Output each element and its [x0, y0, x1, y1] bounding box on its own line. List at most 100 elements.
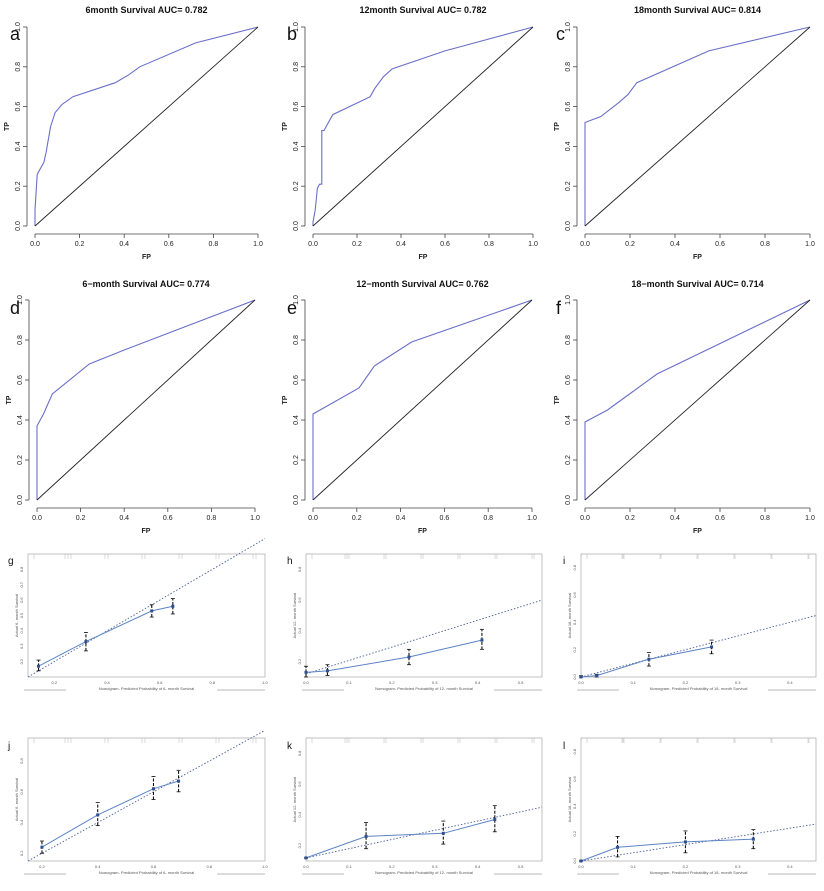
x-tick-label: 1.0 [262, 864, 268, 869]
x-tick-label: 0.2 [52, 680, 58, 685]
x-tick-label: 1.0 [527, 515, 537, 522]
x-axis-label: FP [142, 528, 151, 535]
x-axis-label: FP [142, 254, 151, 261]
panel-letter: h [287, 556, 293, 567]
roc-curve [312, 26, 534, 226]
roc-curve [34, 26, 259, 226]
y-tick-label: 0.8 [19, 758, 24, 764]
x-tick-label: 1.0 [262, 680, 268, 685]
y-axis-label: TP [282, 395, 289, 404]
x-tick-label: 0.6 [440, 515, 450, 522]
x-tick-label: 0.4 [119, 241, 129, 248]
x-tick-label: 0.4 [396, 241, 406, 248]
x-tick-label: 0.6 [164, 241, 174, 248]
calibration-point [304, 856, 308, 860]
plot-frame [580, 737, 817, 862]
y-tick-label: 0.0 [293, 221, 300, 231]
calibration-point [480, 638, 484, 642]
y-tick-label: 0.2 [15, 181, 22, 191]
y-tick-label: 0.4 [19, 627, 24, 633]
chart-title: 12−month Survival AUC= 0.762 [356, 279, 488, 289]
x-tick-label: 0.3 [735, 864, 741, 869]
y-tick-label: 1.0 [293, 295, 300, 305]
y-axis-label: TP [554, 395, 561, 404]
calibration-point [171, 604, 175, 608]
ideal-line [27, 538, 266, 678]
y-axis-label: TP [4, 122, 11, 131]
x-tick-label: 0.0 [580, 241, 590, 248]
y-tick-label: 0.4 [15, 141, 22, 151]
x-tick-label: 1.0 [253, 241, 263, 248]
x-axis-label: Nomogram- Predicted Probability of 18- m… [650, 870, 748, 875]
y-tick-label: 0.4 [572, 619, 577, 625]
calibration-point [616, 845, 620, 849]
roc-curve [36, 299, 256, 500]
ideal-line [27, 729, 266, 862]
x-tick-label: 0.0 [303, 680, 309, 685]
plot-frame [27, 737, 266, 862]
roc-panel-a: a 6month Survival AUC= 0.782 0.0 0.2 0.4 0.6 0… [4, 5, 263, 261]
x-axis-label: FP [693, 528, 702, 535]
x-axis-label: Nomogram- Predicted Probability of 6- mo… [99, 870, 195, 875]
y-tick-label: 0.2 [572, 646, 577, 652]
x-tick-label: 0.8 [206, 864, 212, 869]
x-tick-label: 0.1 [630, 864, 636, 869]
x-tick-label: 0.6 [715, 241, 725, 248]
calibration-point [493, 817, 497, 821]
x-tick-label: 0.3 [432, 680, 438, 685]
roc-curve [584, 299, 811, 500]
x-tick-label: 0.8 [210, 680, 216, 685]
x-tick-label: 0.2 [389, 864, 395, 869]
ideal-line [580, 823, 817, 862]
calibration-panel-j: j 0.2 0.4 0.6 0.8 0.2 0.4 0.6 0.8 1.0 Nomogram- Pr… [7, 729, 269, 875]
y-tick-label: 0.4 [293, 141, 300, 151]
y-tick-label: 0.2 [293, 181, 300, 191]
x-tick-label: 0.4 [670, 515, 680, 522]
x-tick-label: 0.0 [308, 515, 318, 522]
x-tick-label: 0.6 [151, 864, 157, 869]
calibration-curve [41, 780, 179, 848]
x-tick-label: 1.0 [805, 241, 815, 248]
chart-title: 6month Survival AUC= 0.782 [86, 5, 208, 15]
calibration-panel-l: l 0.0 0.2 0.4 0.6 0.8 0.0 0.1 0.2 0.3 0.4 Nomogram-… [563, 737, 817, 875]
y-tick-label: 0.8 [19, 566, 24, 572]
panel-letter: d [10, 298, 20, 318]
x-tick-label: 0.4 [670, 241, 680, 248]
plot-frame [305, 553, 543, 678]
roc-curve [312, 299, 533, 500]
x-axis-label: Nomogram- Predicted Probability of 6- mo… [99, 686, 195, 691]
y-tick-label: 0.0 [565, 495, 572, 505]
x-tick-label: 0.0 [308, 241, 318, 248]
x-tick-label: 0.2 [625, 515, 635, 522]
reference-diagonal [584, 26, 811, 227]
x-tick-label: 0.8 [209, 241, 219, 248]
y-axis-label: TP [554, 122, 561, 131]
y-tick-label: 1.0 [565, 295, 572, 305]
roc-panel-d: d 6−month Survival AUC= 0.774 0.0 0.2 0.4 0.6… [6, 279, 260, 535]
x-tick-label: 0.1 [630, 680, 636, 685]
y-tick-label: 0.8 [297, 566, 302, 572]
calibration-panel-k: k 0.2 0.4 0.6 0.8 0.0 0.1 0.2 0.3 0.4 0.5 Nomogram-… [287, 737, 543, 875]
calibration-point [37, 664, 41, 668]
y-tick-label: 0.8 [572, 564, 577, 570]
x-tick-label: 0.0 [32, 515, 42, 522]
y-tick-label: 0.4 [293, 415, 300, 425]
y-tick-label: 0.4 [572, 803, 577, 809]
x-tick-label: 1.0 [528, 241, 538, 248]
y-tick-label: 0.2 [565, 455, 572, 465]
calibration-point [364, 834, 368, 838]
calibration-point [751, 837, 755, 841]
x-tick-label: 0.6 [157, 680, 163, 685]
panel-letter: g [8, 556, 14, 567]
y-tick-label: 0.2 [293, 455, 300, 465]
y-tick-label: 1.0 [293, 22, 300, 32]
y-tick-label: 0.8 [565, 335, 572, 345]
reference-diagonal [584, 299, 811, 501]
ideal-line [580, 615, 817, 678]
y-tick-label: 0.8 [297, 750, 302, 756]
calibration-panel-i: i 0.0 0.2 0.4 0.6 0.8 0.0 0.1 0.2 0.3 0.4 Nomogram-… [563, 553, 817, 691]
y-tick-label: 0.0 [15, 221, 22, 231]
y-tick-label: 0.8 [293, 335, 300, 345]
x-tick-label: 0.4 [475, 864, 481, 869]
y-tick-label: 0.8 [17, 335, 24, 345]
